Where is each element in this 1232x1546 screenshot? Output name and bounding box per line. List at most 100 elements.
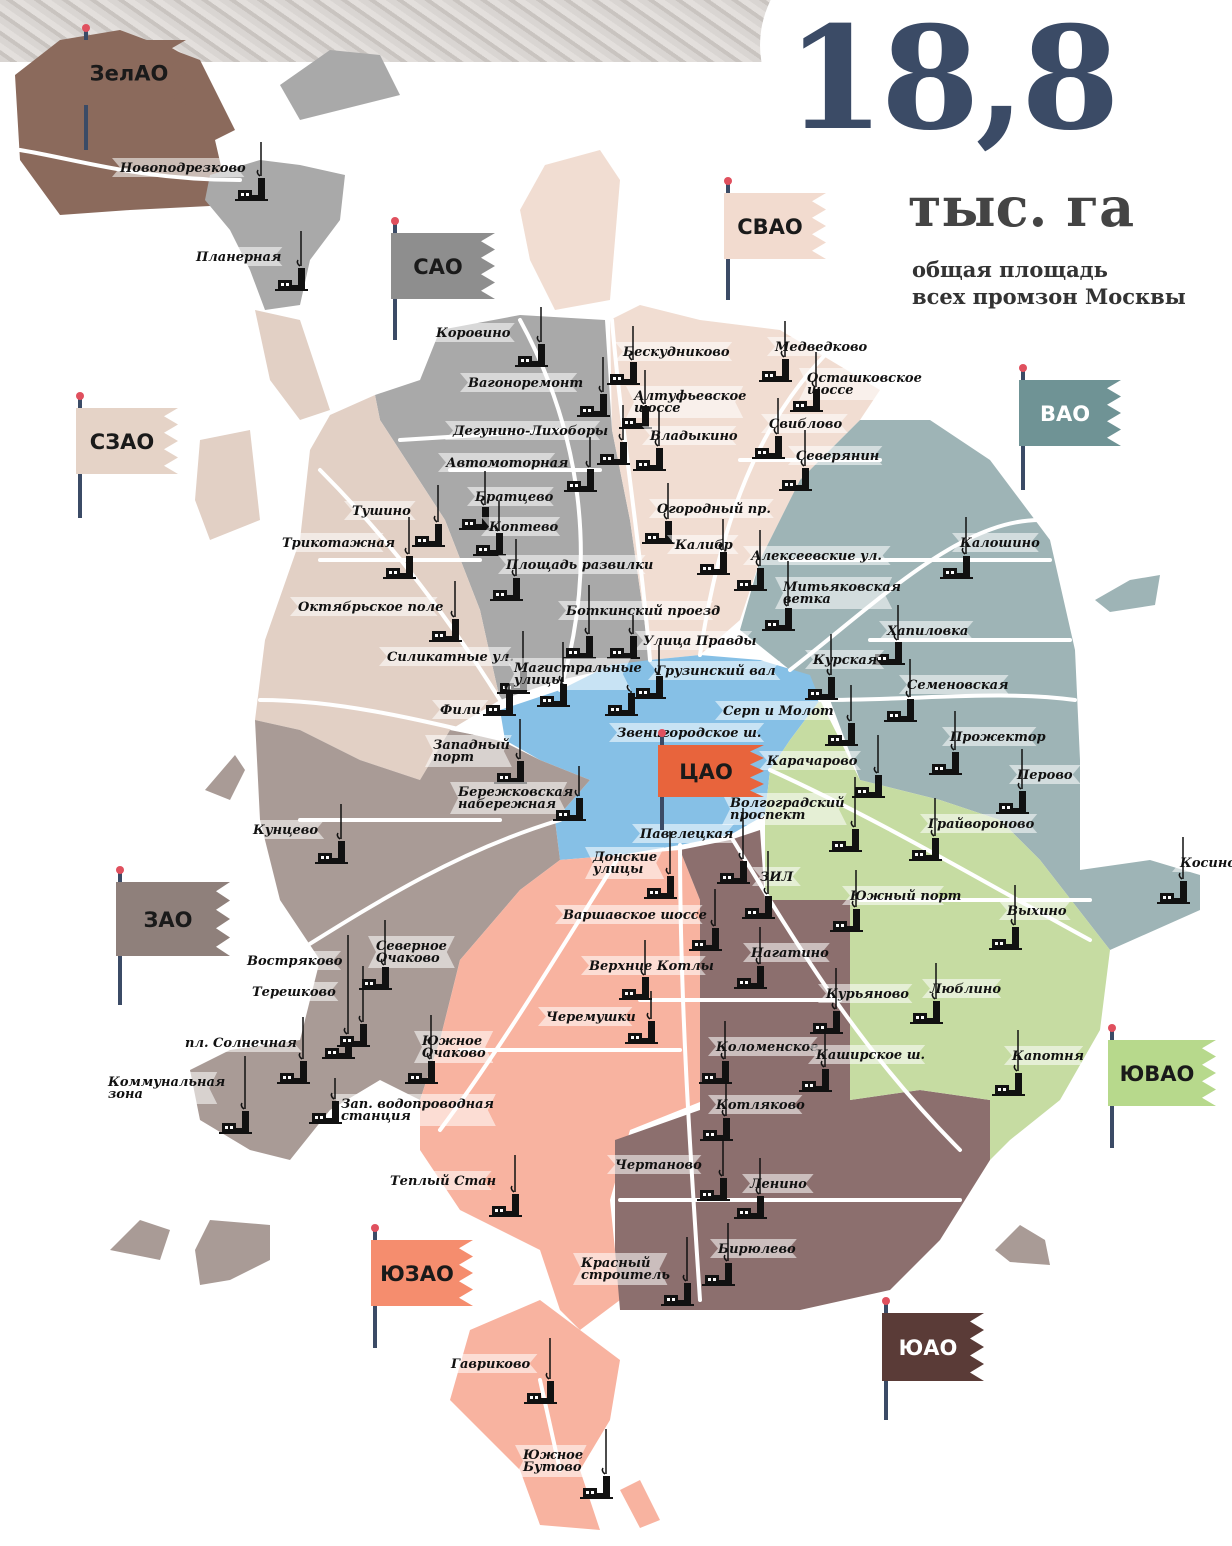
industrial-zone[interactable]: Косино <box>1157 837 1232 904</box>
industrial-zone[interactable]: Огородный пр. <box>642 483 774 544</box>
industrial-zone[interactable]: Вагоноремонт <box>460 357 610 417</box>
district-flag-8[interactable]: ЮЗАО <box>371 1224 473 1348</box>
industrial-zone[interactable]: Хапиловка <box>872 605 974 665</box>
zone-label: Дегунино-Лихоборы <box>452 424 608 439</box>
factory-icon <box>805 668 838 700</box>
industrial-zone[interactable]: Выхино <box>989 885 1071 950</box>
industrial-zone[interactable]: Перово <box>996 749 1081 814</box>
industrial-zone[interactable]: Котляково <box>700 1079 805 1141</box>
industrial-zone[interactable]: Курьяново <box>810 968 913 1034</box>
factory-icon <box>405 1052 438 1084</box>
industrial-zone[interactable]: Теплый Стан <box>382 1155 522 1217</box>
industrial-zone[interactable]: Дегунино-Лихоборы <box>445 405 630 465</box>
industrial-zone[interactable]: Северянин <box>779 430 883 491</box>
industrial-zone[interactable]: Капотня <box>992 1030 1084 1096</box>
factory-icon <box>309 1092 342 1124</box>
district-flag-1[interactable]: САО <box>391 217 495 340</box>
industrial-zone[interactable]: Свиблово <box>752 398 848 459</box>
district-flag-2[interactable]: СВАО <box>724 177 826 300</box>
district-flag-3[interactable]: СЗАО <box>76 392 178 518</box>
industrial-zone[interactable]: Фили <box>432 684 516 719</box>
zone-label: Алтуфьевское <box>633 389 746 404</box>
industrial-zone[interactable]: Калошино <box>940 517 1040 579</box>
industrial-zone[interactable]: Автомоторная <box>438 437 597 492</box>
industrial-zone[interactable]: Павелецкая <box>632 808 750 884</box>
label-ribbon <box>515 1445 587 1477</box>
industrial-zone[interactable]: Улица Правды <box>607 615 757 659</box>
district-flag-7[interactable]: ЮВАО <box>1108 1024 1216 1148</box>
industrial-zone[interactable]: Бескудниково <box>607 326 733 385</box>
industrial-zone[interactable]: Люблино <box>910 963 1001 1024</box>
factory-icon <box>619 968 652 1000</box>
industrial-zone[interactable]: ЗИЛ <box>742 851 801 919</box>
industrial-zone[interactable]: Терешково <box>244 966 370 1047</box>
industrial-zone[interactable]: Медведково <box>759 321 869 382</box>
industrial-zone[interactable]: Тушино <box>344 485 445 547</box>
industrial-zone[interactable]: Кунцево <box>245 804 348 864</box>
zone-label: Звенигородское ш. <box>617 726 761 741</box>
industrial-zone[interactable]: Трикотажная <box>274 517 416 579</box>
zone-label: Грузинский вал <box>655 664 776 679</box>
industrial-zone[interactable]: Семеновская <box>884 659 1009 722</box>
industrial-zone[interactable]: Площадь развилки <box>490 539 653 601</box>
district-flag-6[interactable]: ЗАО <box>116 866 230 1005</box>
zone-label: Варшавское шоссе <box>562 908 707 923</box>
industrial-zone[interactable]: Серп и Молот <box>715 685 858 746</box>
industrial-zone[interactable]: Нагатино <box>734 927 830 989</box>
industrial-zone[interactable]: Алексеевские ул. <box>734 530 891 591</box>
industrial-zone[interactable]: Коровино <box>428 307 548 367</box>
industrial-zone[interactable]: Владыкино <box>633 410 738 471</box>
label-ribbon <box>432 700 489 719</box>
label-ribbon <box>743 546 891 565</box>
industrial-zone[interactable]: Верхние Котлы <box>581 940 714 1000</box>
industrial-zone[interactable]: Звенигородское ш. <box>605 684 765 742</box>
industrial-zone[interactable]: Коломенское <box>699 1021 818 1084</box>
district-flag-9[interactable]: ЮАО <box>882 1297 984 1420</box>
industrial-zone[interactable]: пл. Солнечная <box>176 1017 310 1084</box>
industrial-zone[interactable]: Варшавское шоссе <box>555 889 722 951</box>
label-ribbon <box>425 735 512 767</box>
industrial-zone[interactable]: Курская <box>805 634 885 700</box>
label-ribbon <box>112 158 245 177</box>
industrial-zone[interactable]: Коптево <box>473 501 561 556</box>
industrial-zone[interactable]: Южный порт <box>830 870 961 932</box>
industrial-zone[interactable]: Боткинский проезд <box>558 585 720 659</box>
industrial-zone[interactable]: Планерная <box>188 231 308 291</box>
industrial-zone[interactable]: Черемушки <box>538 991 658 1044</box>
industrial-zone[interactable]: Октябрьское поле <box>290 581 462 642</box>
district-flag-4[interactable]: ВАО <box>1019 364 1121 490</box>
industrial-zone[interactable]: Прожектор <box>929 711 1046 775</box>
industrial-zone[interactable]: Бирюлево <box>702 1223 797 1286</box>
zone-label: Капотня <box>1011 1049 1084 1064</box>
industrial-zone[interactable]: Гавриково <box>443 1338 557 1404</box>
industrial-zone[interactable]: Карачарово <box>759 735 885 798</box>
industrial-zone[interactable]: Грузинский вал <box>633 645 781 699</box>
district-flag-0[interactable]: ЗелАО <box>82 24 186 150</box>
district-flag-5[interactable]: ЦАО <box>658 729 764 830</box>
industrial-zone[interactable]: Ленино <box>734 1158 814 1219</box>
zone-label: ветка <box>783 592 831 607</box>
zone-label: Трикотажная <box>282 536 395 551</box>
industrial-zone[interactable]: Грайвороново <box>909 798 1038 861</box>
industrial-zone[interactable]: Калибр <box>667 519 739 575</box>
industrial-zone[interactable]: Новоподрезково <box>112 142 268 201</box>
label-ribbon <box>382 1171 492 1190</box>
industrial-zone[interactable]: Чертаново <box>607 1139 730 1201</box>
factory-icon <box>759 350 792 382</box>
industrial-zone[interactable]: Каширское ш. <box>799 1029 926 1092</box>
label-ribbon <box>244 982 339 1001</box>
